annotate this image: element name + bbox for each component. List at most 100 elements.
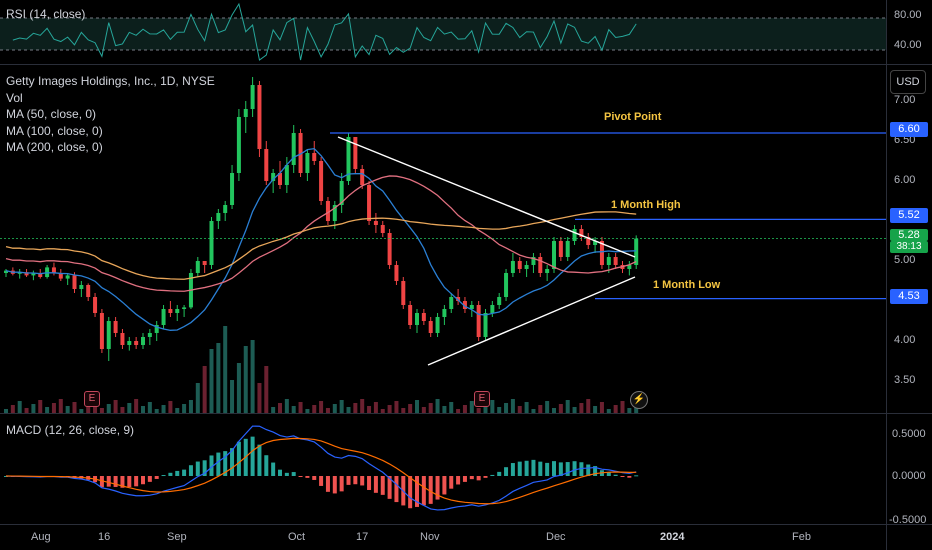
macd-histogram-bar — [305, 476, 310, 478]
candle-body — [462, 301, 467, 309]
volume-bar — [524, 402, 529, 413]
volume-bar — [449, 402, 454, 413]
earnings-badge[interactable]: E — [84, 391, 100, 407]
macd-histogram-bar — [627, 476, 632, 478]
candle-body — [216, 213, 221, 221]
candle-body — [113, 321, 118, 333]
rsi-legend[interactable]: RSI (14, close) — [6, 7, 86, 21]
candle-body — [284, 165, 289, 185]
macd-histogram-bar — [202, 460, 207, 476]
candle-body — [243, 109, 248, 117]
candle-body — [367, 185, 372, 221]
ma50-legend[interactable]: MA (50, close, 0) — [6, 107, 97, 121]
candle-body — [634, 238, 639, 265]
candle-body — [17, 272, 22, 274]
macd-histogram-bar — [449, 476, 454, 489]
candle-body — [517, 261, 522, 269]
candle-body — [606, 257, 611, 265]
macd-plot[interactable] — [0, 414, 886, 524]
macd-line — [5, 425, 637, 511]
candle-body — [408, 305, 413, 325]
macd-histogram-bar — [209, 455, 214, 476]
macd-histogram-bar — [565, 462, 570, 476]
volume-bar — [497, 407, 502, 413]
macd-histogram-bar — [161, 475, 166, 477]
candle-body — [510, 261, 515, 273]
candle-body — [99, 313, 104, 349]
currency-button[interactable]: USD — [890, 70, 926, 94]
macd-histogram-bar — [141, 476, 145, 485]
lightning-icon[interactable]: ⚡ — [630, 391, 648, 409]
price-plot[interactable] — [0, 65, 886, 413]
volume-bar — [175, 408, 180, 413]
time-label: Sep — [167, 531, 187, 543]
candle-body — [264, 149, 269, 181]
candle-body — [298, 133, 303, 173]
pane-divider[interactable] — [0, 64, 932, 65]
volume-bar — [17, 401, 22, 413]
candle-body — [209, 221, 214, 265]
volume-bar — [415, 400, 419, 413]
volume-bar — [380, 409, 385, 413]
macd-histogram-bar — [476, 476, 481, 481]
macd-histogram-bar — [469, 476, 474, 480]
candle-body — [223, 205, 228, 213]
earnings-badge[interactable]: E — [474, 391, 490, 407]
price-pane[interactable]: Getty Images Holdings, Inc., 1D, NYSE Vo… — [0, 65, 886, 413]
volume-bar — [106, 404, 111, 413]
candle-body — [120, 333, 125, 345]
volume-bar — [141, 406, 145, 413]
lower-trendline — [427, 276, 636, 366]
volume-bar — [401, 408, 406, 413]
candle-body — [346, 137, 351, 181]
macd-legend[interactable]: MACD (12, 26, close, 9) — [6, 423, 135, 437]
macd-histogram-bar — [250, 436, 255, 476]
macd-histogram-bar — [216, 452, 221, 476]
candle-body — [565, 241, 570, 257]
candle-body — [154, 325, 159, 333]
ma100-legend[interactable]: MA (100, close, 0) — [6, 123, 103, 138]
macd-histogram-bar — [271, 462, 276, 476]
candle-body — [435, 317, 440, 333]
candle-body — [360, 169, 365, 185]
macd-histogram-bar — [373, 476, 378, 493]
macd-histogram-bar — [613, 474, 618, 476]
ma200-line — [5, 211, 637, 280]
macd-histogram-bar — [394, 476, 399, 503]
volume-bar — [483, 404, 488, 413]
candle-body — [593, 241, 598, 245]
time-label: Oct — [288, 531, 306, 543]
volume-bar — [545, 401, 550, 413]
volume-bar — [127, 403, 132, 413]
pivot-point-label: Pivot Point — [604, 111, 662, 123]
candle-body — [182, 307, 187, 309]
axis-separator — [886, 0, 887, 550]
symbol-title[interactable]: Getty Images Holdings, Inc., 1D, NYSE — [6, 74, 215, 88]
volume-bar — [168, 401, 173, 413]
candle-body — [24, 272, 29, 276]
macd-histogram-bar — [175, 470, 180, 476]
volume-legend[interactable]: Vol — [6, 90, 23, 105]
macd-histogram-bar — [106, 476, 111, 487]
macd-histogram-bar — [325, 476, 330, 492]
rsi-level-40: 40.00 — [894, 39, 922, 51]
volume-bar — [586, 399, 591, 413]
volume-bar — [476, 408, 481, 413]
macd-histogram-bar — [531, 459, 536, 476]
ma200-legend[interactable]: MA (200, close, 0) — [6, 140, 103, 154]
macd-pane[interactable]: MACD (12, 26, close, 9) — [0, 414, 886, 524]
volume-bar — [442, 406, 447, 413]
macd-histogram-bar — [236, 441, 241, 476]
candle-body — [421, 313, 426, 321]
macd-histogram-bar — [257, 444, 262, 476]
macd-histogram-bar — [510, 463, 515, 476]
candle-body — [134, 341, 139, 345]
candle-body — [319, 161, 324, 201]
volume-bar — [236, 363, 241, 413]
candle-body — [278, 173, 282, 185]
volume-bar — [188, 400, 193, 413]
macd-histogram-bar — [134, 476, 139, 487]
candle-body — [325, 201, 330, 221]
volume-bar — [579, 403, 584, 413]
pane-divider[interactable] — [0, 413, 932, 414]
